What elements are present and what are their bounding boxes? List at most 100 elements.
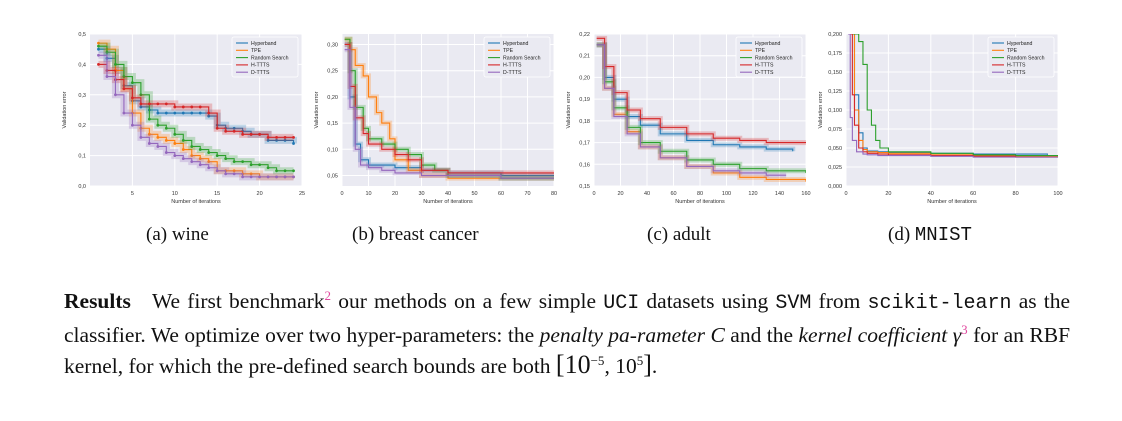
y-axis-label: Validation error	[314, 91, 320, 128]
series-point	[147, 142, 151, 145]
x-tick-label: 80	[551, 191, 557, 197]
legend-entry: D-TTTS	[755, 70, 774, 76]
panel-mnist: 0,000 0,025 0,050 0,075 0,100 0,125 0,150 0,175…	[810, 22, 1063, 212]
x-tick-label: 60	[670, 191, 676, 197]
series-point	[173, 142, 177, 145]
series-point	[198, 111, 202, 115]
series-point	[198, 163, 202, 167]
series-point	[173, 111, 177, 115]
x-tick-label: 5	[131, 191, 134, 197]
sklearn-term: scikit-learn	[867, 292, 1012, 315]
series-point	[232, 126, 236, 130]
series-point	[283, 139, 287, 142]
chart-adult: 0,15 0,16 0,17 0,18 0,19 0,20 0,21 0,22 0 20 40 60 8…	[566, 32, 811, 205]
series-point	[224, 172, 228, 176]
y-axis-label: Validation error	[818, 91, 824, 128]
series-point	[232, 172, 236, 176]
bounds-exp-2: 5	[636, 352, 644, 368]
series-point	[275, 169, 278, 173]
uci-term: UCI	[603, 292, 640, 315]
series-point	[173, 105, 177, 109]
series-point	[266, 135, 270, 139]
series-point	[164, 111, 168, 115]
series-point	[139, 93, 143, 97]
legend-box	[735, 36, 803, 78]
series-point	[215, 126, 219, 130]
series-point	[122, 111, 126, 115]
y-tick-label: 0,025	[828, 165, 842, 171]
series-point	[266, 139, 270, 142]
legend-box	[231, 36, 299, 78]
caption-mnist: (d) MNIST	[888, 224, 972, 246]
text-2: our methods on a few simple	[338, 289, 597, 313]
series-point	[241, 175, 245, 179]
series-point	[164, 126, 168, 130]
y-tick-label: 0,0	[78, 184, 86, 190]
caption-mnist-name: MNIST	[914, 224, 972, 246]
footnote-3[interactable]: 3	[961, 321, 968, 337]
series-point	[156, 102, 160, 106]
y-tick-label: 0,20	[579, 75, 590, 81]
series-point	[105, 50, 109, 54]
kernel-term: kernel coefficient	[798, 322, 948, 347]
y-tick-label: 0,25	[327, 69, 338, 75]
series-point	[181, 105, 185, 109]
legend-box	[483, 36, 551, 78]
series-point	[139, 105, 143, 109]
text-7: for an RBF kernel, for which the pre-def…	[64, 322, 1071, 379]
legend-entry: Random Search	[755, 55, 793, 61]
series-point	[156, 111, 160, 115]
series-point	[164, 139, 168, 142]
series-point	[292, 135, 295, 139]
series-point	[173, 132, 177, 136]
y-tick-label: 0,05	[327, 174, 338, 180]
series-point	[232, 169, 236, 173]
series-point	[139, 135, 143, 139]
text-8: .	[651, 354, 658, 378]
series-point	[173, 154, 177, 158]
series-point	[292, 169, 295, 173]
x-tick-label: 20	[617, 191, 623, 197]
x-tick-label: 60	[498, 191, 504, 197]
y-tick-label: 0,18	[579, 119, 590, 125]
caption-breast-cancer: (b) breast cancer	[352, 224, 479, 245]
legend-entry: Random Search	[503, 55, 541, 61]
panel-breast-cancer: 0,05 0,10 0,15 0,20 0,25 0,30 0 10 20 30 40 50 60 70 8…	[306, 22, 558, 212]
legend-entry: Hyperband	[503, 41, 528, 47]
series-point	[97, 47, 100, 51]
legend-entry: TPE	[1007, 48, 1018, 54]
x-tick-label: 60	[970, 191, 976, 197]
y-tick-label: 0,175	[828, 51, 842, 57]
y-tick-label: 0,5	[78, 32, 86, 38]
series-point	[131, 123, 134, 127]
legend-box	[987, 36, 1055, 78]
series-point	[258, 175, 261, 179]
series-point	[190, 145, 194, 148]
series-point	[114, 63, 117, 66]
legend-entry: Hyperband	[1007, 41, 1032, 47]
series-point	[114, 93, 117, 97]
legend-entry: Hyperband	[755, 41, 780, 47]
legend-entry: D-TTTS	[1007, 70, 1026, 76]
c-variable: C	[710, 322, 725, 347]
series-point	[97, 41, 100, 45]
y-tick-label: 0,21	[579, 54, 590, 60]
y-tick-label: 0,16	[579, 162, 590, 168]
series-line	[848, 34, 1058, 158]
y-tick-label: 0,22	[579, 32, 590, 38]
y-tick-label: 0,1	[78, 154, 86, 160]
x-tick-label: 50	[471, 191, 477, 197]
footnote-2[interactable]: 2	[324, 287, 332, 303]
y-axis-label: Validation error	[62, 91, 68, 128]
x-tick-label: 0	[592, 191, 595, 197]
x-tick-label: 100	[722, 191, 731, 197]
text-3: datasets using	[646, 289, 769, 313]
series-point	[156, 145, 160, 148]
x-tick-label: 10	[172, 191, 178, 197]
x-tick-label: 140	[775, 191, 784, 197]
x-tick-label: 40	[445, 191, 451, 197]
y-tick-label: 0,30	[327, 42, 338, 48]
series-point	[275, 139, 278, 142]
y-tick-label: 0,3	[78, 93, 86, 99]
series-line	[850, 34, 1058, 158]
